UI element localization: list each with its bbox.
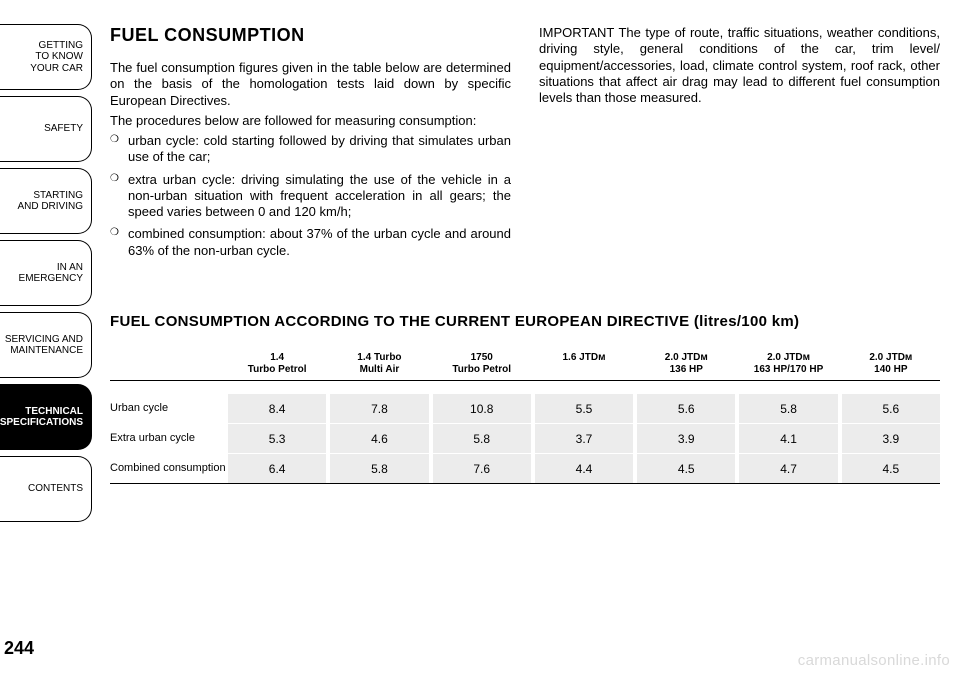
tab-contents[interactable]: CONTENTS [0,456,92,522]
left-column: FUEL CONSUMPTION The fuel consumption fi… [110,25,511,265]
col-header: 2.0 JTDᴍ136 HP [637,352,735,376]
cell: 3.9 [842,423,940,453]
cell: 5.6 [637,393,735,423]
row-label: Extra urban cycle [110,432,228,444]
cell: 5.3 [228,423,326,453]
cell: 4.5 [637,453,735,483]
section-title: FUEL CONSUMPTION [110,25,511,46]
cell: 4.6 [330,423,428,453]
cell: 4.5 [842,453,940,483]
cell: 8.4 [228,393,326,423]
tab-label: TECHNICALSPECIFICATIONS [0,406,83,429]
main-content: FUEL CONSUMPTION The fuel consumption fi… [110,25,940,484]
bullet-item: combined consumption: about 37% of the u… [110,226,511,259]
col-header: 1750Turbo Petrol [433,352,531,376]
cell: 5.6 [842,393,940,423]
tab-safety[interactable]: SAFETY [0,96,92,162]
cell: 3.7 [535,423,633,453]
page-number: 244 [4,638,34,659]
tab-label: GETTINGTO KNOWYOUR CAR [30,40,83,75]
cell: 6.4 [228,453,326,483]
tab-label: STARTINGAND DRIVING [17,190,83,213]
table-header-row: 1.4Turbo Petrol 1.4 TurboMulti Air 1750T… [110,352,940,381]
cell: 5.8 [739,393,837,423]
table-row: Combined consumption 6.4 5.8 7.6 4.4 4.5… [110,453,940,483]
fuel-consumption-table: 1.4Turbo Petrol 1.4 TurboMulti Air 1750T… [110,352,940,484]
cell: 4.7 [739,453,837,483]
cell: 5.8 [330,453,428,483]
bullet-item: extra urban cycle: driving simulating th… [110,172,511,221]
tab-starting-driving[interactable]: STARTINGAND DRIVING [0,168,92,234]
intro-paragraph-2: The procedures below are followed for me… [110,113,511,129]
tab-emergency[interactable]: IN ANEMERGENCY [0,240,92,306]
cell: 5.8 [433,423,531,453]
tab-technical-specs[interactable]: TECHNICALSPECIFICATIONS [0,384,92,450]
table-title: FUEL CONSUMPTION ACCORDING TO THE CURREN… [110,313,940,330]
watermark: carmanualsonline.info [798,652,950,669]
col-header: 2.0 JTDᴍ140 HP [842,352,940,376]
cell: 4.4 [535,453,633,483]
cell: 4.1 [739,423,837,453]
row-label: Urban cycle [110,402,228,414]
sidebar-nav: GETTINGTO KNOWYOUR CAR SAFETY STARTINGAN… [0,24,92,528]
tab-servicing[interactable]: SERVICING ANDMAINTENANCE [0,312,92,378]
tab-label: SAFETY [44,123,83,135]
right-column: IMPORTANT The type of route, traffic sit… [539,25,940,265]
cell: 3.9 [637,423,735,453]
tab-label: SERVICING ANDMAINTENANCE [5,334,83,357]
bullet-list: urban cycle: cold starting followed by d… [110,133,511,259]
table-row: Urban cycle 8.4 7.8 10.8 5.5 5.6 5.8 5.6 [110,393,940,423]
tab-label: IN ANEMERGENCY [19,262,83,285]
row-label: Combined consumption [110,462,228,474]
col-header: 1.4 TurboMulti Air [330,352,428,376]
cell: 10.8 [433,393,531,423]
cell: 5.5 [535,393,633,423]
intro-paragraph-1: The fuel consumption figures given in th… [110,60,511,109]
important-paragraph: IMPORTANT The type of route, traffic sit… [539,25,940,106]
col-header: 1.6 JTDᴍ [535,352,633,376]
tab-getting-to-know[interactable]: GETTINGTO KNOWYOUR CAR [0,24,92,90]
bullet-item: urban cycle: cold starting followed by d… [110,133,511,166]
col-header: 1.4Turbo Petrol [228,352,326,376]
tab-label: CONTENTS [28,483,83,495]
table-row: Extra urban cycle 5.3 4.6 5.8 3.7 3.9 4.… [110,423,940,453]
cell: 7.8 [330,393,428,423]
col-header: 2.0 JTDᴍ163 HP/170 HP [739,352,837,376]
cell: 7.6 [433,453,531,483]
